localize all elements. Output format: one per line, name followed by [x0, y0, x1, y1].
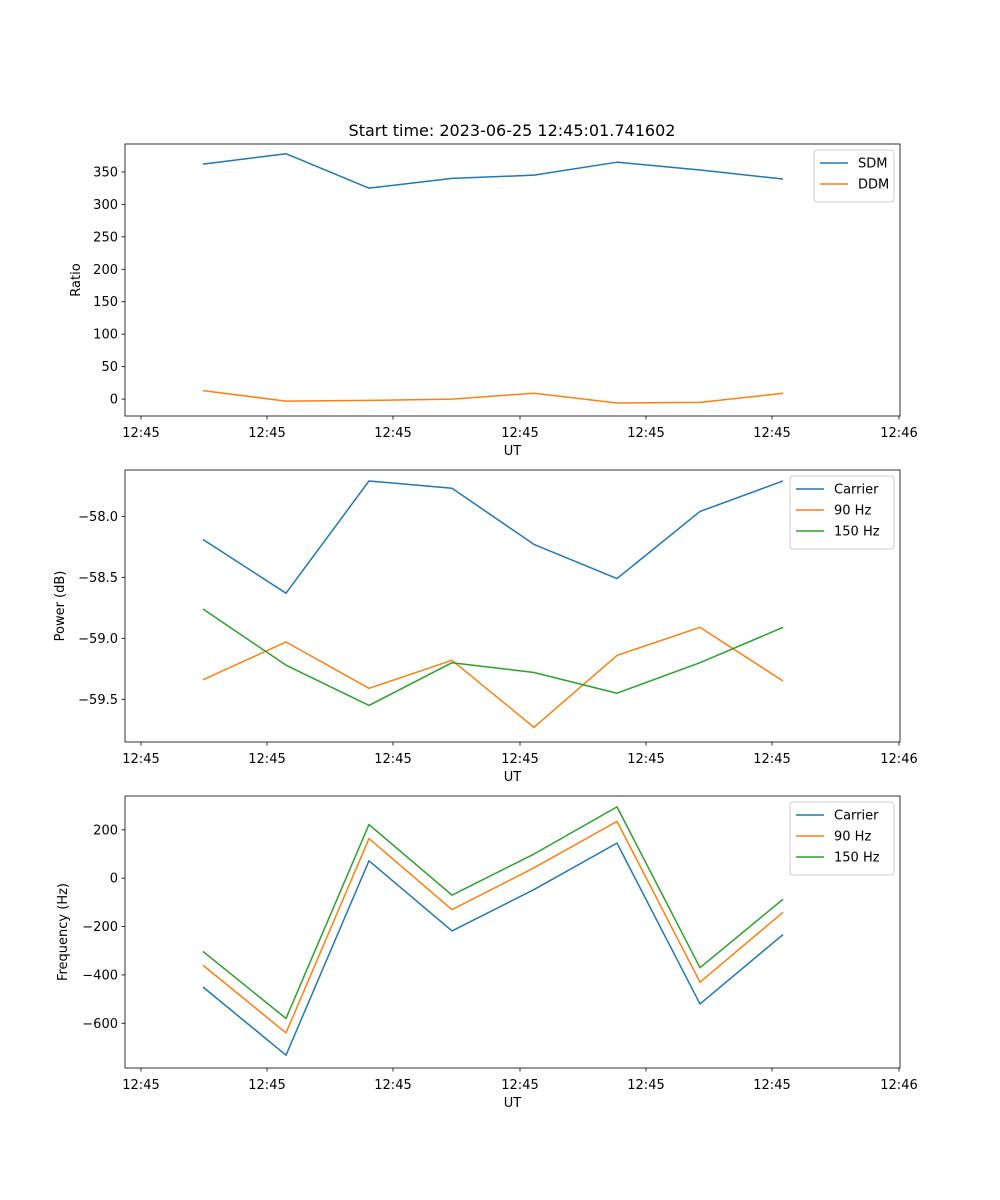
y-tick-label: 0	[110, 872, 118, 887]
x-tick-label: 12:46	[880, 1078, 917, 1093]
subplot-3: −600 −400 −200 0 200 12:45 12:45 12:45 12:45 12:4…	[56, 795, 918, 1111]
legend-label: 150 Hz	[834, 525, 880, 540]
plots-container: 0 50 100 150 200 250 300 350 12:45 12:45 12:45 12:4…	[53, 143, 918, 1111]
x-axis-label: UT	[504, 444, 522, 459]
y-tick-label: 300	[93, 198, 118, 213]
x-tick-label: 12:45	[627, 1078, 664, 1093]
legend-label: Carrier	[834, 483, 879, 498]
axes-frame	[124, 143, 901, 417]
y-tick-label: 0	[110, 393, 118, 408]
series-line-1	[202, 480, 784, 594]
x-tick-label: 12:45	[122, 752, 159, 767]
legend-label: 90 Hz	[834, 830, 871, 845]
y-tick-label: 50	[101, 360, 118, 375]
x-tick-label: 12:46	[880, 752, 917, 767]
y-axis-label: Frequency (Hz)	[56, 883, 71, 981]
x-tick-label: 12:45	[122, 426, 159, 441]
x-tick-label: 12:45	[374, 752, 411, 767]
x-tick-label: 12:45	[753, 426, 790, 441]
x-tick-label: 12:45	[122, 1078, 159, 1093]
y-tick-label: −400	[82, 968, 118, 983]
y-tick-label: −59.0	[78, 632, 118, 647]
y-tick-label: −59.5	[78, 693, 118, 708]
subplot-2: −59.5 −59.0 −58.5 −58.0 12:45 12:45 12:45 12:45…	[53, 469, 918, 785]
y-tick-label: 200	[93, 263, 118, 278]
x-axis-label: UT	[504, 770, 522, 785]
x-tick-label: 12:45	[501, 426, 538, 441]
series-line-3	[202, 608, 784, 707]
series-line-3	[202, 806, 784, 1020]
y-tick-label: −600	[82, 1017, 118, 1032]
y-tick-label: 100	[93, 328, 118, 343]
legend: Carrier 90 Hz 150 Hz	[789, 475, 895, 550]
x-tick-label: 12:45	[374, 426, 411, 441]
x-tick-label: 12:46	[880, 426, 917, 441]
x-tick-label: 12:45	[501, 1078, 538, 1093]
x-tick-label: 12:45	[248, 1078, 285, 1093]
x-tick-label: 12:45	[627, 752, 664, 767]
y-tick-label: −200	[82, 920, 118, 935]
legend-label: 90 Hz	[834, 504, 871, 519]
legend-label: DDM	[858, 178, 889, 193]
y-tick-label: −58.0	[78, 510, 118, 525]
series-line-2	[202, 389, 784, 404]
y-tick-label: 200	[93, 823, 118, 838]
x-tick-label: 12:45	[248, 752, 285, 767]
y-tick-label: 250	[93, 230, 118, 245]
x-tick-label: 12:45	[753, 752, 790, 767]
figure-title: Start time: 2023-06-25 12:45:01.741602	[349, 121, 676, 140]
y-tick-label: 150	[93, 295, 118, 310]
x-tick-label: 12:45	[627, 426, 664, 441]
x-tick-label: 12:45	[501, 752, 538, 767]
x-tick-label: 12:45	[753, 1078, 790, 1093]
y-tick-label: −58.5	[78, 571, 118, 586]
legend-label: 150 Hz	[834, 851, 880, 866]
legend: SDM DDM	[813, 149, 895, 203]
legend-label: SDM	[858, 157, 887, 172]
axes-frame	[124, 469, 901, 743]
legend: Carrier 90 Hz 150 Hz	[789, 801, 895, 876]
x-axis-label: UT	[504, 1096, 522, 1111]
y-axis-label: Ratio	[69, 263, 84, 296]
y-axis-label: Power (dB)	[53, 571, 68, 642]
series-line-1	[202, 152, 784, 189]
series-line-1	[202, 842, 784, 1056]
series-line-2	[202, 626, 784, 729]
axes-frame	[124, 795, 901, 1069]
y-tick-label: 350	[93, 165, 118, 180]
legend-label: Carrier	[834, 809, 879, 824]
x-tick-label: 12:45	[374, 1078, 411, 1093]
series-line-2	[202, 820, 784, 1034]
x-tick-label: 12:45	[248, 426, 285, 441]
subplot-1: 0 50 100 150 200 250 300 350 12:45 12:45 12:45 12:4…	[69, 143, 918, 459]
